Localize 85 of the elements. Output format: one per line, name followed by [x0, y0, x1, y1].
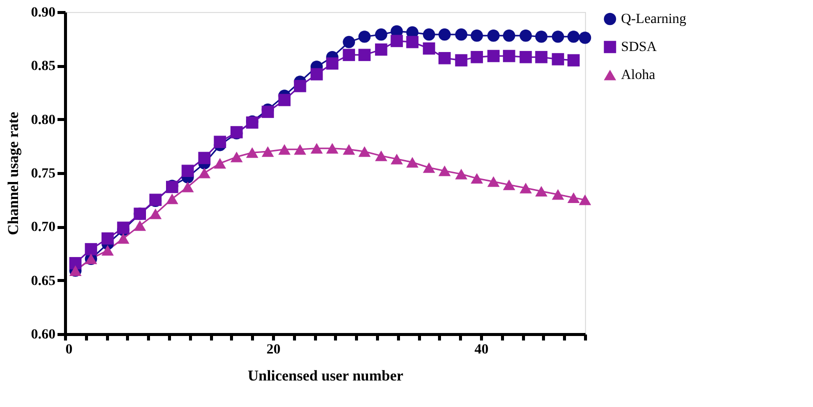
point	[294, 80, 306, 92]
y-axis-title: Channel usage rate	[6, 111, 22, 236]
x-axis-title: Unlicensed user number	[248, 368, 404, 384]
point	[278, 144, 291, 155]
point	[422, 162, 436, 173]
point	[487, 30, 500, 42]
point	[535, 30, 548, 43]
point	[520, 182, 532, 194]
point	[455, 168, 468, 180]
point	[358, 30, 371, 43]
point	[278, 94, 291, 106]
legend-label: Aloha	[621, 68, 656, 83]
legend-label: SDSA	[621, 40, 658, 55]
point	[502, 30, 516, 42]
point	[166, 193, 178, 204]
point	[375, 43, 388, 56]
point	[520, 30, 532, 42]
point	[438, 166, 451, 176]
x-tick-label: 40	[474, 342, 488, 358]
point	[198, 152, 210, 164]
point	[117, 233, 130, 244]
point	[487, 50, 500, 62]
point	[535, 50, 548, 64]
point	[182, 164, 194, 177]
point	[326, 57, 338, 70]
point	[552, 30, 564, 43]
point	[149, 208, 162, 220]
point	[246, 147, 258, 158]
y-tick-label: 0.85	[31, 59, 56, 74]
point	[326, 143, 338, 154]
point	[552, 53, 564, 66]
point	[422, 42, 436, 55]
point	[214, 136, 226, 148]
point	[310, 143, 323, 154]
point	[567, 54, 580, 66]
point	[342, 48, 356, 62]
point	[69, 257, 82, 270]
point	[134, 220, 146, 231]
x-tick-label: 20	[266, 342, 280, 358]
point	[310, 68, 323, 80]
point	[182, 182, 194, 192]
point	[375, 28, 388, 41]
point	[294, 144, 306, 155]
point	[578, 194, 592, 206]
point	[455, 54, 468, 66]
point	[470, 50, 483, 64]
point	[520, 50, 532, 64]
point	[470, 30, 483, 42]
point	[390, 154, 403, 164]
y-tick-label: 0.65	[31, 274, 56, 289]
point	[567, 192, 580, 203]
point	[470, 173, 483, 184]
point	[552, 189, 564, 200]
point	[406, 156, 418, 168]
point	[455, 28, 468, 41]
y-tick-label: 0.90	[31, 6, 56, 20]
point	[406, 36, 418, 48]
point	[342, 36, 356, 48]
point	[262, 146, 274, 157]
point	[502, 50, 516, 62]
point	[502, 180, 516, 190]
point	[342, 144, 356, 155]
y-tick-label: 0.75	[31, 166, 56, 182]
legend-label: Q-Learning	[621, 12, 686, 27]
point	[198, 168, 210, 178]
point	[390, 34, 403, 48]
point	[487, 176, 500, 187]
point	[230, 152, 243, 162]
point	[535, 186, 548, 197]
point	[102, 244, 114, 256]
point	[438, 52, 451, 64]
x-tick-label: 0	[66, 342, 72, 358]
y-tick-label: 0.70	[31, 220, 56, 236]
point	[438, 28, 451, 41]
point	[358, 48, 371, 62]
y-tick-label: 0.80	[31, 112, 56, 128]
point	[102, 232, 114, 245]
point	[84, 243, 98, 256]
point	[375, 150, 388, 162]
point	[578, 32, 592, 44]
point	[567, 30, 580, 43]
y-tick-label: 0.60	[31, 328, 56, 342]
point	[358, 146, 371, 157]
point	[214, 158, 226, 169]
point	[422, 28, 436, 41]
